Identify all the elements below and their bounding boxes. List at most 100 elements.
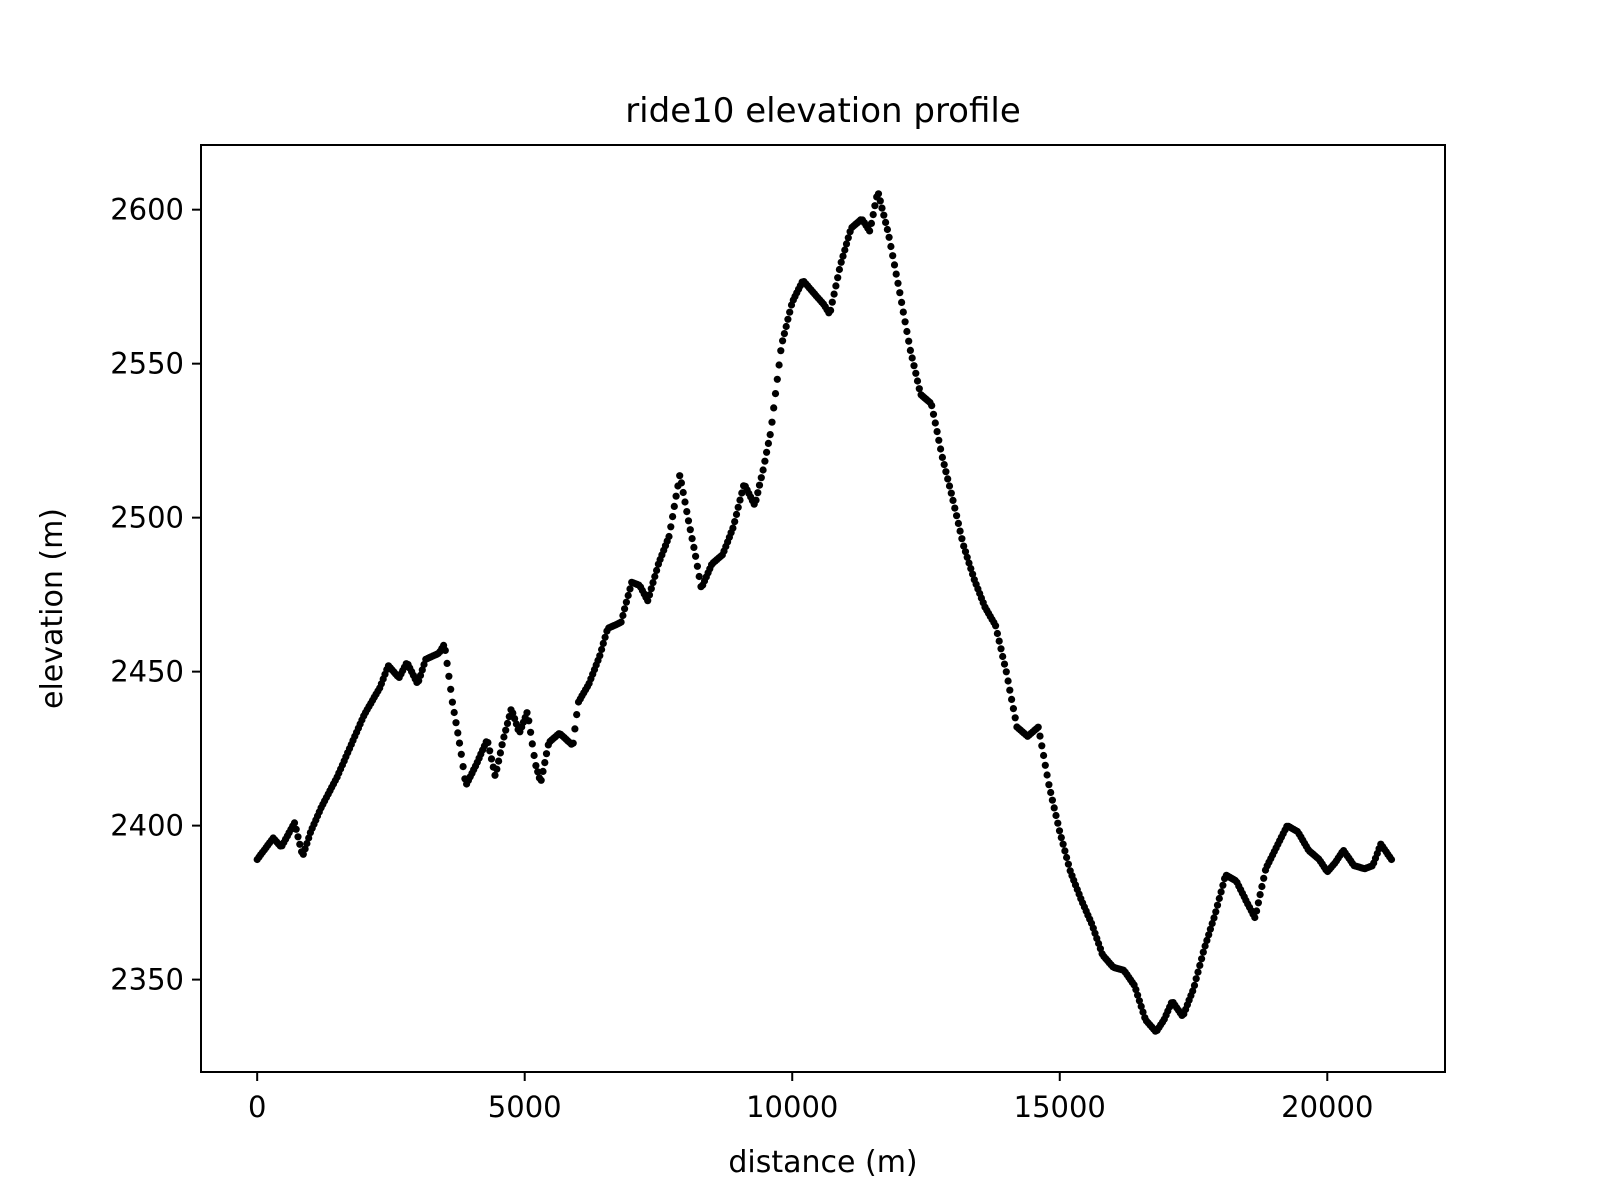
- data-point: [445, 672, 453, 680]
- data-point: [738, 489, 746, 497]
- data-point: [677, 479, 686, 487]
- data-point: [951, 504, 959, 512]
- data-point: [905, 337, 913, 345]
- data-point: [692, 552, 700, 560]
- data-point: [649, 579, 657, 587]
- data-point: [1139, 1008, 1147, 1016]
- data-point: [965, 559, 973, 567]
- data-point: [935, 436, 943, 444]
- plot-frame: [200, 144, 1446, 1073]
- data-point: [869, 211, 877, 219]
- data-point: [598, 645, 606, 654]
- data-point: [757, 474, 765, 482]
- data-point: [525, 717, 533, 725]
- data-point: [784, 315, 792, 323]
- data-point: [871, 202, 879, 210]
- data-point: [832, 282, 840, 290]
- x-axis-label: distance (m): [728, 1145, 917, 1180]
- data-point: [1190, 981, 1199, 990]
- data-point: [889, 252, 897, 260]
- data-point: [1036, 732, 1044, 740]
- data-point: [672, 492, 680, 500]
- data-point: [1135, 997, 1143, 1005]
- data-point: [958, 535, 966, 543]
- data-point: [454, 729, 462, 737]
- data-point: [539, 767, 547, 776]
- data-point: [305, 834, 313, 842]
- data-point: [866, 227, 874, 235]
- data-point: [779, 337, 787, 345]
- data-point: [755, 481, 764, 489]
- data-point: [878, 204, 886, 212]
- data-point: [732, 510, 741, 518]
- data-point: [1194, 968, 1202, 976]
- y-tick-label: 2600: [110, 193, 184, 227]
- data-point: [894, 279, 902, 287]
- data-point: [1004, 677, 1012, 685]
- data-point: [622, 598, 631, 606]
- data-point: [944, 475, 952, 483]
- data-point: [963, 553, 971, 561]
- data-point: [418, 666, 426, 674]
- data-point: [828, 298, 836, 306]
- data-point: [1192, 975, 1200, 983]
- data-point: [645, 591, 654, 599]
- data-point: [1213, 901, 1222, 909]
- data-point: [1045, 781, 1053, 789]
- data-point: [837, 258, 845, 266]
- data-point: [599, 639, 607, 648]
- data-point: [969, 570, 977, 578]
- data-point: [1206, 925, 1214, 933]
- data-point: [626, 585, 634, 593]
- data-point: [780, 330, 789, 338]
- data-point: [1132, 986, 1140, 994]
- data-point: [1208, 919, 1216, 928]
- data-point: [503, 719, 512, 728]
- data-point: [624, 591, 632, 600]
- data-point: [1047, 788, 1055, 797]
- data-point: [899, 308, 907, 316]
- data-point: [443, 659, 451, 668]
- data-point: [729, 524, 737, 532]
- data-point: [292, 825, 300, 833]
- data-point: [296, 840, 304, 848]
- data-point: [1215, 894, 1223, 903]
- x-tick-label: 15000: [1014, 1090, 1106, 1124]
- data-point: [500, 733, 508, 741]
- data-point: [731, 518, 739, 526]
- data-point: [679, 488, 687, 497]
- data-point: [949, 496, 957, 504]
- data-point: [1203, 936, 1211, 945]
- data-point: [1008, 695, 1016, 704]
- data-point: [999, 652, 1007, 661]
- data-point: [953, 512, 961, 520]
- data-point: [1205, 931, 1213, 939]
- data-point: [995, 637, 1003, 645]
- data-point: [596, 652, 604, 660]
- data-point: [835, 265, 844, 274]
- data-point: [906, 346, 915, 354]
- data-point: [777, 347, 785, 355]
- data-point: [1063, 853, 1071, 862]
- data-point: [1061, 847, 1069, 855]
- data-point: [693, 562, 702, 570]
- x-axis-ticks: 0 5000 10000 15000 20000: [248, 1072, 1373, 1124]
- data-point: [534, 768, 542, 776]
- data-point: [676, 472, 684, 480]
- y-tick-label: 2350: [110, 963, 184, 997]
- data-point: [491, 771, 499, 779]
- data-point: [683, 508, 691, 516]
- data-point: [647, 585, 655, 593]
- data-point: [686, 526, 694, 534]
- data-point: [495, 757, 503, 765]
- data-point: [1050, 804, 1058, 812]
- chart-title: ride10 elevation profile: [625, 91, 1021, 131]
- data-point: [1387, 855, 1396, 864]
- data-point: [1201, 942, 1209, 950]
- data-point: [447, 685, 455, 693]
- data-point: [1043, 771, 1051, 779]
- data-point: [841, 246, 849, 254]
- data-point: [945, 482, 954, 490]
